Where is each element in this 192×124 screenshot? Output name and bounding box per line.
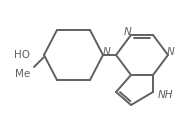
Text: Me: Me [15, 69, 30, 79]
Text: N: N [167, 47, 175, 57]
Text: NH: NH [158, 90, 174, 100]
Text: HO: HO [14, 50, 30, 60]
Text: N: N [103, 47, 111, 57]
Text: N: N [124, 27, 132, 37]
